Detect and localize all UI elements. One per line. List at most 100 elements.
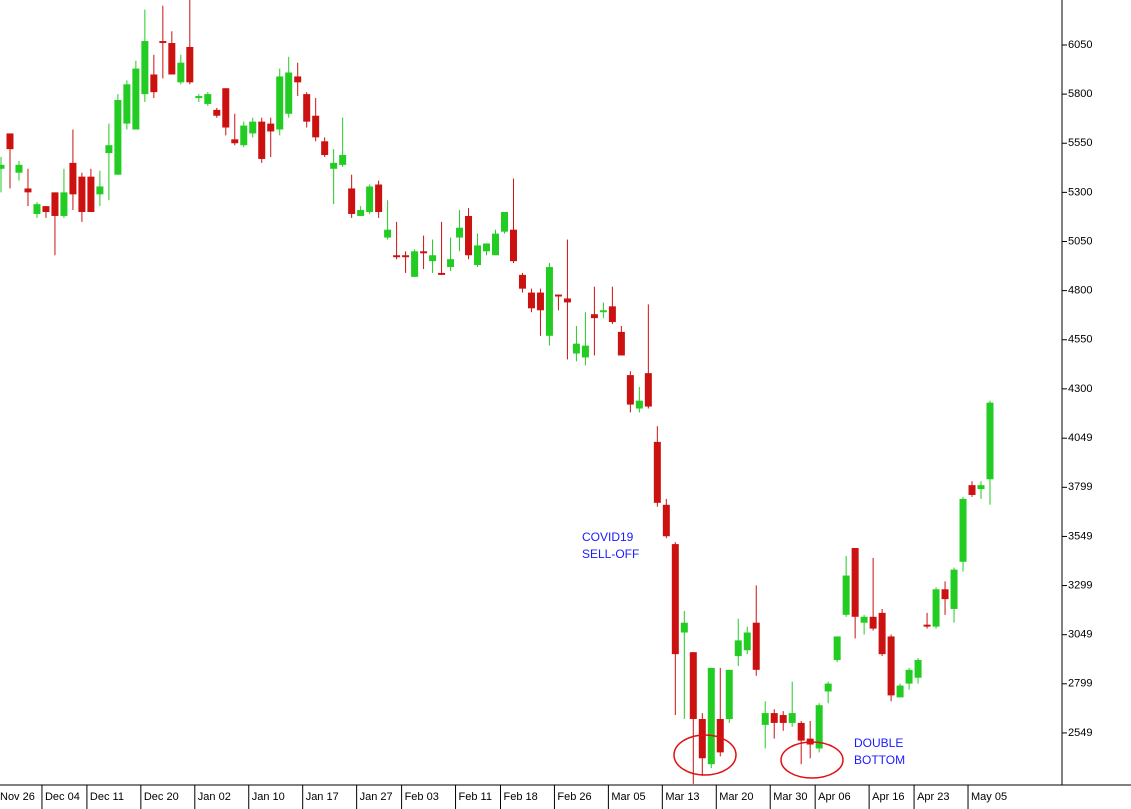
y-tick-label: 3799 [1068, 481, 1092, 493]
candle-body [0, 164, 5, 169]
candle-body [779, 715, 787, 723]
y-tick-label: 4800 [1068, 285, 1092, 297]
candle-body [492, 233, 499, 256]
x-tick-label: Mar 05 [611, 791, 645, 803]
candle-body [42, 206, 50, 213]
candle-body [896, 685, 904, 698]
x-tick-label: Apr 16 [872, 791, 904, 803]
candle-body [698, 718, 706, 759]
candle-body [878, 612, 886, 655]
candle-body [689, 652, 697, 719]
candle-body [186, 46, 194, 83]
candle-body [788, 713, 796, 723]
candle-body [518, 274, 526, 289]
candle-body [366, 186, 374, 213]
y-tick-label: 5300 [1068, 186, 1092, 198]
x-tick-label: Dec 04 [45, 791, 80, 803]
candle-body [33, 204, 41, 214]
x-tick-label: Jan 10 [252, 791, 285, 803]
candle-body [833, 636, 841, 661]
candle-body [923, 624, 931, 627]
candle-body [581, 345, 589, 358]
candle-body [860, 616, 868, 623]
x-tick-label: Mar 30 [773, 791, 807, 803]
candle-body [941, 589, 949, 600]
candle-body [357, 210, 365, 216]
y-tick-label: 4300 [1068, 383, 1092, 395]
x-tick-label: Feb 11 [459, 791, 492, 803]
y-tick-label: 3049 [1068, 629, 1092, 641]
candle-body [797, 722, 805, 741]
candle-body [617, 331, 625, 356]
candle-body [24, 188, 32, 193]
y-tick-label: 3549 [1068, 530, 1092, 542]
candle-body [770, 713, 778, 723]
candle-body [977, 485, 985, 490]
y-tick-label: 2549 [1068, 727, 1092, 739]
candle-body [312, 115, 320, 138]
candle-body [905, 669, 913, 684]
candle-body [447, 259, 455, 268]
candle-body [635, 400, 643, 409]
candle-body [429, 255, 437, 262]
x-tick-label: Jan 27 [360, 791, 393, 803]
candle-body [402, 255, 410, 258]
candle-body [132, 68, 140, 130]
candle-body [195, 96, 203, 99]
y-tick-label: 6050 [1068, 39, 1092, 51]
candle-body [330, 162, 338, 169]
y-tick-label: 4049 [1068, 432, 1092, 444]
candle-body [554, 294, 562, 297]
candle-body [141, 41, 149, 95]
x-tick-label: Feb 03 [405, 791, 439, 803]
x-tick-label: Jan 17 [306, 791, 339, 803]
candle-body [932, 589, 940, 627]
candle-body [626, 375, 634, 405]
candle-body [213, 109, 221, 116]
candle-body [240, 125, 248, 146]
candle-body [707, 667, 715, 765]
candle-body [393, 255, 401, 258]
candle-body [545, 267, 553, 336]
candle-body [303, 94, 311, 122]
candle-body [105, 145, 113, 154]
candle-body [267, 123, 275, 132]
x-tick-label: Jan 02 [198, 791, 231, 803]
candle-body [662, 504, 670, 537]
candle-body [222, 88, 230, 128]
candle-body [824, 683, 832, 692]
candle-body [294, 76, 302, 83]
candle-body [986, 402, 994, 480]
candle-body [276, 76, 284, 130]
annotation: COVID19 [582, 530, 634, 544]
candle-body [96, 186, 104, 195]
candle-body [887, 636, 895, 696]
candle-body [509, 229, 517, 262]
candle-body [725, 669, 733, 719]
candle-body [500, 212, 508, 232]
candle-body [60, 192, 68, 216]
candle-body [348, 188, 356, 214]
candle-body [321, 141, 329, 156]
candle-body [339, 155, 347, 165]
candle-body [968, 485, 976, 495]
candle-body [959, 498, 967, 562]
candle-body [411, 251, 419, 277]
x-tick-label: Apr 23 [917, 791, 949, 803]
y-tick-label: 3299 [1068, 579, 1092, 591]
candle-body [483, 243, 491, 252]
highlight-ellipse [673, 734, 737, 776]
candle-body [671, 544, 679, 655]
candle-body [123, 84, 131, 124]
candle-body [159, 41, 167, 44]
candle-body [150, 74, 158, 93]
y-tick-label: 5550 [1068, 137, 1092, 149]
candle-body [474, 245, 482, 266]
candle-body [204, 94, 212, 104]
x-tick-label: Nov 26 [0, 791, 35, 803]
candle-body [536, 292, 544, 311]
x-tick-label: Dec 11 [90, 791, 124, 803]
candle-body [465, 215, 473, 256]
x-tick-label: Apr 06 [818, 791, 850, 803]
